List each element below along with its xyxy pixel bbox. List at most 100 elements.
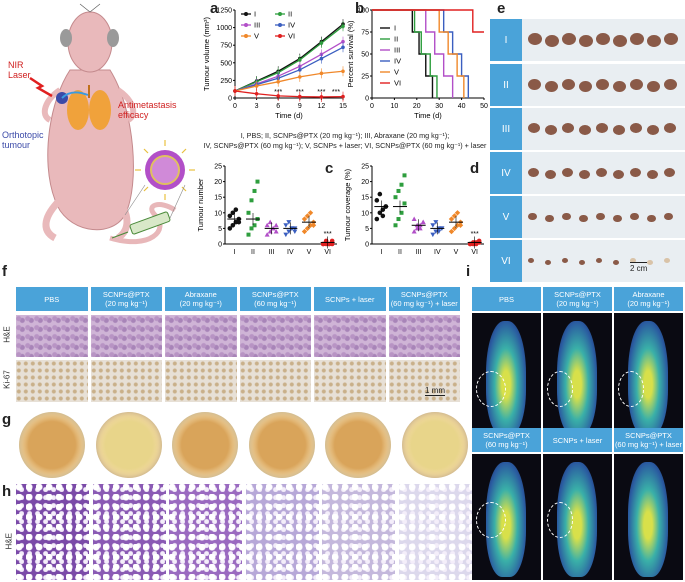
tumour-specimen xyxy=(647,35,661,47)
data-point-V xyxy=(451,213,458,219)
x-tick-label: V xyxy=(307,249,312,256)
tumour-specimen xyxy=(528,258,534,264)
y-tick-label: 0 xyxy=(218,242,222,249)
data-point-V xyxy=(304,225,311,232)
tumour-specimen xyxy=(664,212,673,221)
lung-photo xyxy=(401,412,468,478)
x-tick-label: 10 xyxy=(391,103,399,110)
tumour-specimen xyxy=(528,212,537,221)
x-tick-label: 12 xyxy=(318,103,326,110)
tumour-specimen xyxy=(647,169,658,179)
he-stain-image xyxy=(388,315,460,357)
x-tick-label: II xyxy=(398,249,402,256)
tumour-photo xyxy=(522,108,685,150)
data-point-II xyxy=(402,201,407,206)
tumour-specimen xyxy=(579,260,585,266)
chart-tumour-volume: 0 250 500 750 1000 1250 0 3 6 9 12 15 Tumour volume … xyxy=(202,8,347,121)
axes: 0 25 50 75 100 0 10 20 30 40 50 xyxy=(357,8,488,111)
lung-histology-image xyxy=(398,484,472,580)
x-tick-label: 0 xyxy=(233,103,237,110)
x-tick-label: 50 xyxy=(480,103,488,110)
data-point-II xyxy=(252,223,257,228)
data-point-I xyxy=(233,207,239,212)
data-point-III xyxy=(420,219,426,225)
y-tick-label: 15 xyxy=(361,195,369,202)
groups-caption-line2: IV, SCNPs@PTX (60 mg kg⁻¹); V, SCNPs + l… xyxy=(203,141,487,150)
tumour-specimen xyxy=(596,33,610,45)
legend-label-III: III xyxy=(394,46,400,55)
legend-label-I: I xyxy=(254,10,256,19)
tumour-row-label: V xyxy=(490,196,522,238)
legend-label-IV: IV xyxy=(288,21,295,30)
tumour-specimen xyxy=(647,80,660,92)
data-point-V xyxy=(451,225,458,232)
tumour-specimen xyxy=(579,214,588,223)
panel-label-a: a xyxy=(210,0,219,17)
nir-laser-label: NIR Laser xyxy=(8,60,31,80)
panel-label-e: e xyxy=(497,0,506,17)
data-point-I xyxy=(380,207,386,212)
data-point-I xyxy=(227,213,233,219)
imaging-column-header: SCNPs + laser xyxy=(543,428,612,452)
axes: 0 250 500 750 1000 1250 0 3 6 9 12 15 xyxy=(216,8,347,111)
survival-line-VI xyxy=(372,9,484,33)
y-tick-label: 25 xyxy=(214,164,222,171)
histology-column-header: SCNPs@PTX (20 mg kg⁻¹) xyxy=(90,287,162,311)
data-point-III xyxy=(264,222,270,228)
data-point-I xyxy=(377,210,383,216)
data-point-II xyxy=(399,182,404,187)
tumour-specimen xyxy=(613,260,619,266)
tumour-photo-row: I xyxy=(490,19,685,61)
y-tick-label: 10 xyxy=(214,210,222,217)
legend-label-II: II xyxy=(394,35,398,44)
data-point-III xyxy=(411,229,417,234)
y-axis-label: Percent survival (%) xyxy=(346,20,355,88)
tumour-photo-row: II xyxy=(490,64,685,106)
x-tick-label: IV xyxy=(287,249,294,256)
imaging-column-header: Abraxane (20 mg kg⁻¹) xyxy=(614,287,683,311)
fluorescence-image xyxy=(543,454,612,580)
tumour-specimen xyxy=(596,258,602,264)
data-point-IV xyxy=(286,220,292,225)
tumour-specimen xyxy=(613,80,626,92)
data-point-V xyxy=(301,216,308,222)
fluorescence-image xyxy=(543,313,612,441)
axes: 0 5 10 15 20 25 xyxy=(214,164,337,249)
tumour-specimen xyxy=(630,33,644,45)
tumour-specimen xyxy=(630,78,643,90)
panel-label-b: b xyxy=(355,0,365,17)
imaging-column-header: SCNPs@PTX (60 mg kg⁻¹) + laser xyxy=(614,428,683,452)
lung-histology-image xyxy=(92,484,166,580)
scale-bar-2cm: 2 cm xyxy=(630,262,648,273)
panel-label-f: f xyxy=(2,263,7,280)
tumour-region-outline xyxy=(476,371,506,407)
ki67-stain-image xyxy=(388,360,460,402)
significance-label: *** xyxy=(471,231,479,238)
tumour-specimen xyxy=(613,169,624,179)
tumour-specimen xyxy=(528,167,539,177)
ki67-stain-image xyxy=(165,360,237,402)
fluorescence-image xyxy=(472,454,541,580)
tumour-specimen xyxy=(596,212,605,221)
ki67-stain-image xyxy=(239,360,311,402)
data-point-I xyxy=(227,226,233,231)
tumour-specimen xyxy=(562,258,568,264)
he-stain-image xyxy=(239,315,311,357)
mouse-fluorescence xyxy=(628,462,668,577)
x-tick-label: 20 xyxy=(413,103,421,110)
data-point-IV xyxy=(433,220,439,225)
x-tick-label: 30 xyxy=(435,103,443,110)
series-line-II xyxy=(234,25,344,92)
lung-histology-image xyxy=(322,484,395,580)
lung-photo xyxy=(172,412,238,478)
imaging-column-header: SCNPs@PTX (20 mg kg⁻¹) xyxy=(543,287,612,311)
y-tick-label: 1000 xyxy=(216,25,232,32)
histology-column-header: PBS xyxy=(16,287,88,311)
tumour-specimen xyxy=(545,35,559,47)
tumour-row-label: II xyxy=(490,64,522,106)
data-point-V xyxy=(307,210,314,216)
x-tick-label: I xyxy=(233,249,235,256)
groups-caption-line1: I, PBS; II, SCNPs@PTX (20 mg kg⁻¹); III,… xyxy=(240,131,450,140)
data-point-II xyxy=(246,210,251,215)
